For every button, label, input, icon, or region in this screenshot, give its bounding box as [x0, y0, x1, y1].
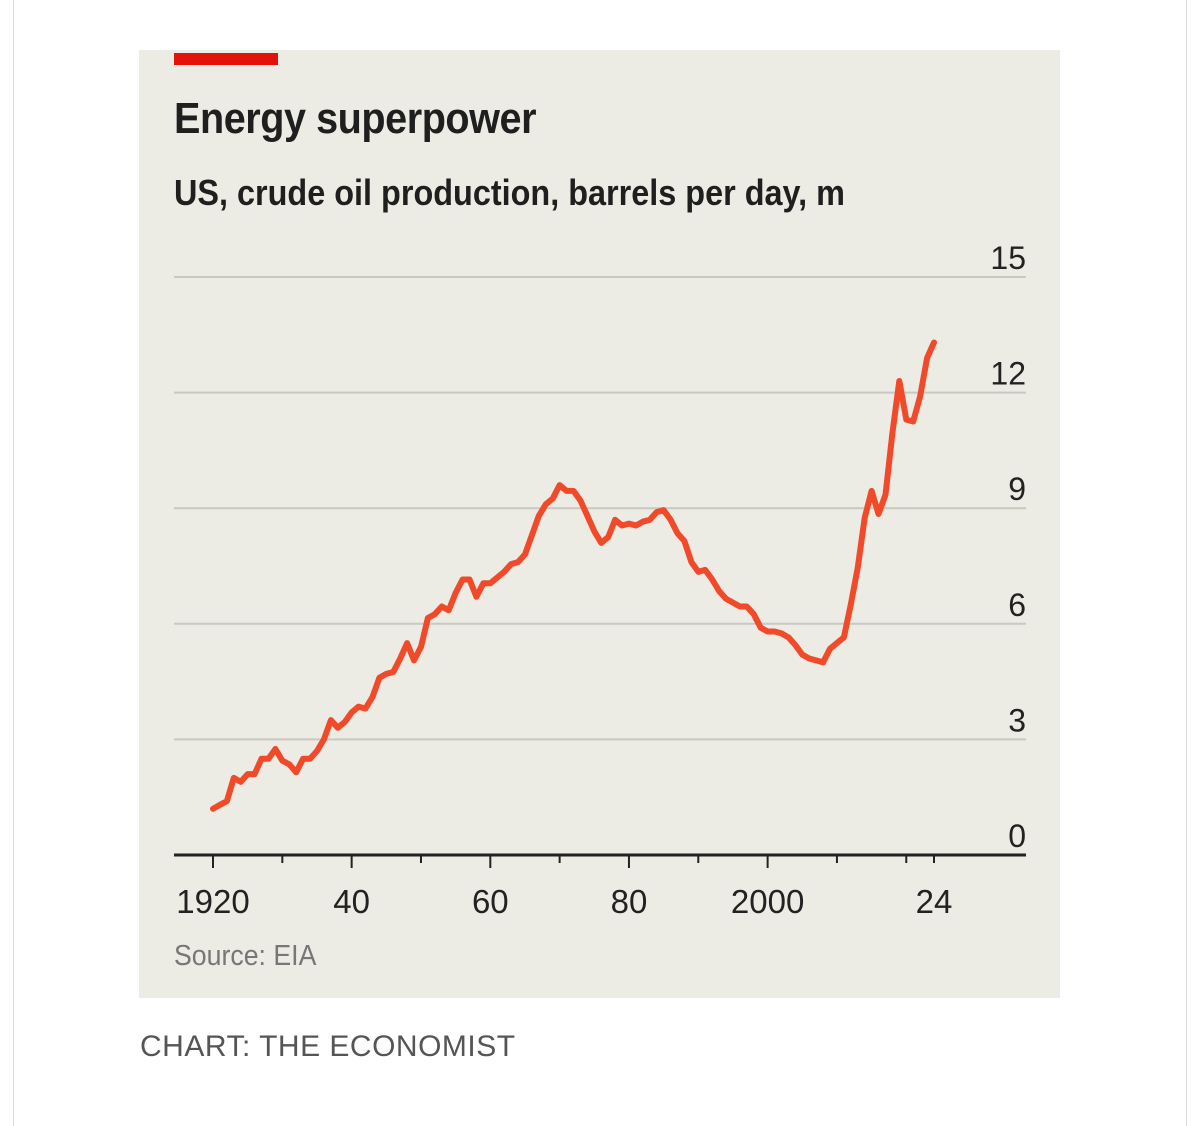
y-tick-label: 6: [1008, 587, 1026, 623]
page-left-border: [13, 0, 14, 1126]
x-tick-label: 40: [333, 883, 370, 920]
x-tick-label: 2000: [731, 883, 804, 920]
chart-card: Energy superpower US, crude oil producti…: [139, 50, 1060, 998]
y-tick-label: 9: [1008, 471, 1026, 507]
y-tick-label: 3: [1008, 702, 1026, 738]
page-right-border: [1186, 0, 1187, 1126]
x-tick-label: 1920: [176, 883, 249, 920]
y-tick-label: 0: [1008, 818, 1026, 854]
chart-title: Energy superpower: [174, 94, 537, 143]
y-tick-label: 12: [990, 356, 1026, 392]
y-tick-label: 15: [990, 240, 1026, 276]
series-lines: [210, 339, 937, 812]
chart-credit: CHART: THE ECONOMIST: [140, 1030, 516, 1063]
y-axis-ticks: 0 3 6 9 12 15: [990, 240, 1026, 854]
x-tick-label: 60: [472, 883, 509, 920]
x-tick-label: 80: [611, 883, 648, 920]
oil-production-chart: 0 3 6 9 12 15 1920 40 60 80 2000 24: [174, 240, 1026, 920]
x-axis-tick-labels: 1920 40 60 80 2000 24: [176, 883, 952, 920]
gridlines: [174, 276, 1026, 741]
crude-oil-production-line: [210, 339, 937, 812]
chart-subtitle: US, crude oil production, barrels per da…: [174, 172, 845, 213]
x-axis: [174, 853, 1026, 868]
x-tick-label: 24: [916, 883, 953, 920]
source-note: Source: EIA: [174, 940, 317, 972]
economist-red-tag: [174, 53, 278, 65]
